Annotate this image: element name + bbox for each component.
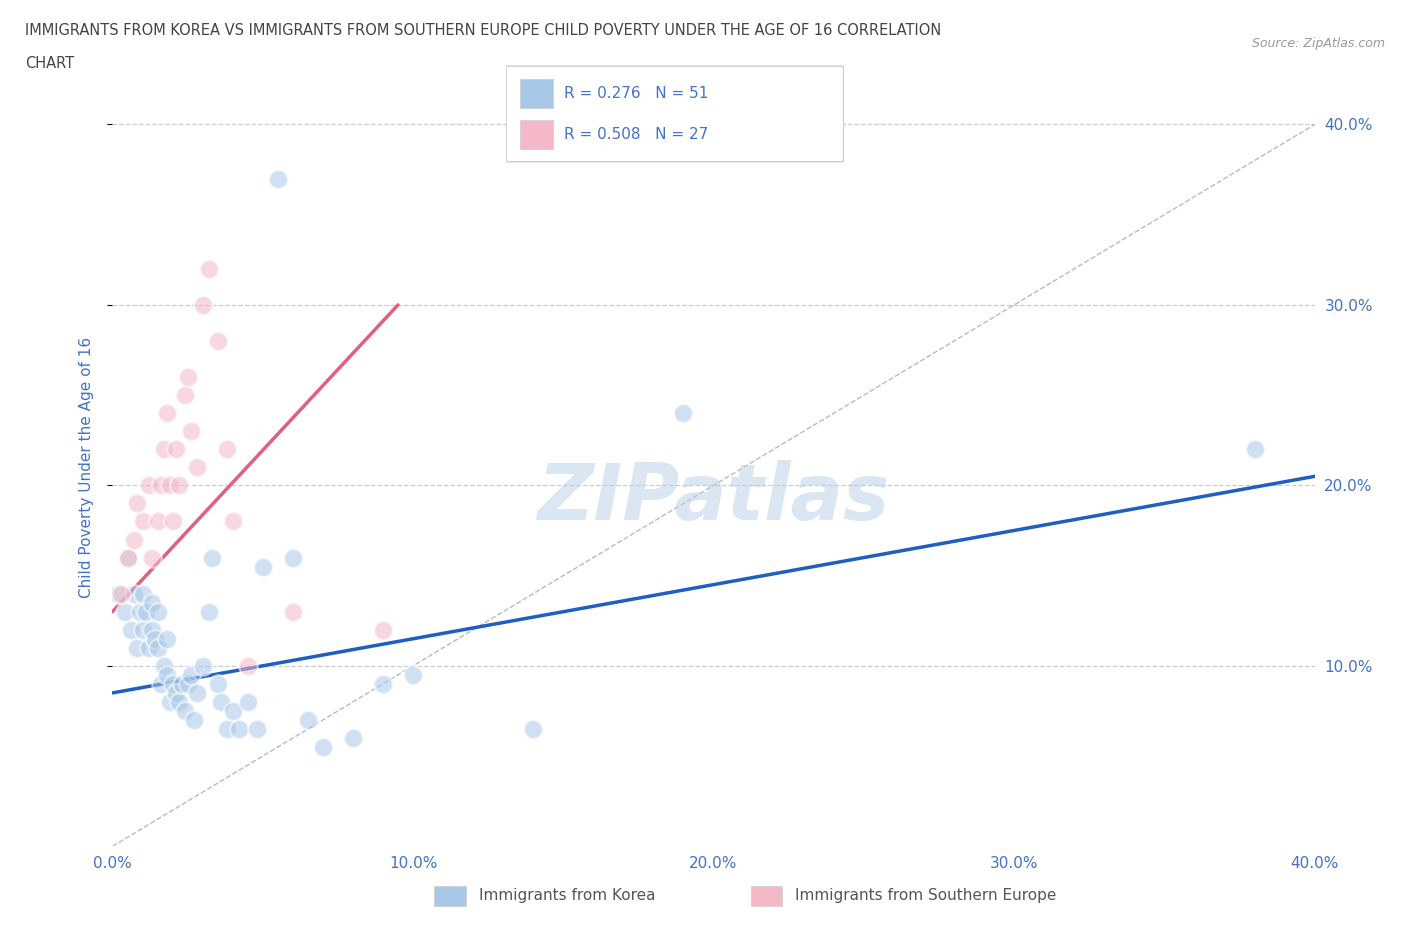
Point xyxy=(1243,442,1265,457)
Point xyxy=(236,695,259,710)
Point xyxy=(155,631,177,646)
Point xyxy=(143,631,166,646)
Point xyxy=(165,685,187,700)
Point xyxy=(131,586,153,601)
Text: CHART: CHART xyxy=(25,56,75,71)
Point xyxy=(141,595,163,610)
Point xyxy=(122,532,145,547)
Point xyxy=(197,261,219,276)
Point xyxy=(342,731,364,746)
Point xyxy=(215,722,238,737)
Point xyxy=(159,478,181,493)
Point xyxy=(146,514,169,529)
Point xyxy=(201,551,224,565)
Text: Immigrants from Southern Europe: Immigrants from Southern Europe xyxy=(796,887,1056,903)
Point xyxy=(186,460,208,475)
Point xyxy=(165,442,187,457)
Point xyxy=(197,604,219,619)
Point xyxy=(141,551,163,565)
Point xyxy=(186,685,208,700)
Point xyxy=(191,658,214,673)
Point xyxy=(114,604,136,619)
Point xyxy=(222,703,245,718)
Point xyxy=(180,668,202,683)
Point xyxy=(170,676,193,691)
Point xyxy=(149,676,172,691)
Point xyxy=(122,586,145,601)
Point xyxy=(167,695,190,710)
Point xyxy=(131,514,153,529)
Text: R = 0.276   N = 51: R = 0.276 N = 51 xyxy=(564,86,707,101)
Point xyxy=(146,604,169,619)
Text: R = 0.508   N = 27: R = 0.508 N = 27 xyxy=(564,126,707,142)
Point xyxy=(141,622,163,637)
Point xyxy=(117,551,139,565)
Point xyxy=(120,622,142,637)
Point xyxy=(110,586,132,601)
Point xyxy=(281,604,304,619)
Point xyxy=(183,712,205,727)
Point xyxy=(162,514,184,529)
Point xyxy=(152,442,174,457)
Point xyxy=(117,551,139,565)
Point xyxy=(125,641,148,656)
Point xyxy=(236,658,259,673)
Bar xyxy=(751,886,783,907)
Point xyxy=(131,622,153,637)
Point xyxy=(125,496,148,511)
Text: ZIPatlas: ZIPatlas xyxy=(537,459,890,536)
Bar xyxy=(520,79,554,108)
Point xyxy=(209,695,232,710)
Point xyxy=(522,722,544,737)
Point xyxy=(267,171,290,186)
Point xyxy=(371,676,394,691)
Point xyxy=(167,478,190,493)
Text: IMMIGRANTS FROM KOREA VS IMMIGRANTS FROM SOUTHERN EUROPE CHILD POVERTY UNDER THE: IMMIGRANTS FROM KOREA VS IMMIGRANTS FROM… xyxy=(25,23,942,38)
Point xyxy=(162,676,184,691)
Point xyxy=(672,405,695,420)
FancyBboxPatch shape xyxy=(506,66,844,162)
Point xyxy=(222,514,245,529)
Bar xyxy=(520,120,554,149)
Text: Source: ZipAtlas.com: Source: ZipAtlas.com xyxy=(1251,37,1385,50)
Point xyxy=(159,695,181,710)
Y-axis label: Child Poverty Under the Age of 16: Child Poverty Under the Age of 16 xyxy=(79,337,94,598)
Point xyxy=(215,442,238,457)
Point xyxy=(281,551,304,565)
Point xyxy=(176,369,198,384)
Point xyxy=(312,739,335,754)
Point xyxy=(128,604,150,619)
Point xyxy=(252,559,274,574)
Point xyxy=(155,668,177,683)
Point xyxy=(207,334,229,349)
Point xyxy=(371,622,394,637)
Point xyxy=(152,658,174,673)
Point xyxy=(138,478,160,493)
Point xyxy=(228,722,250,737)
Point xyxy=(207,676,229,691)
Bar xyxy=(434,886,467,907)
Point xyxy=(146,641,169,656)
Point xyxy=(191,298,214,312)
Point xyxy=(297,712,319,727)
Point xyxy=(173,388,195,403)
Point xyxy=(176,676,198,691)
Point xyxy=(149,478,172,493)
Point xyxy=(246,722,269,737)
Point xyxy=(138,641,160,656)
Text: Immigrants from Korea: Immigrants from Korea xyxy=(478,887,655,903)
Point xyxy=(135,604,157,619)
Point xyxy=(107,586,129,601)
Point xyxy=(402,668,425,683)
Point xyxy=(180,424,202,439)
Point xyxy=(155,405,177,420)
Point xyxy=(173,703,195,718)
